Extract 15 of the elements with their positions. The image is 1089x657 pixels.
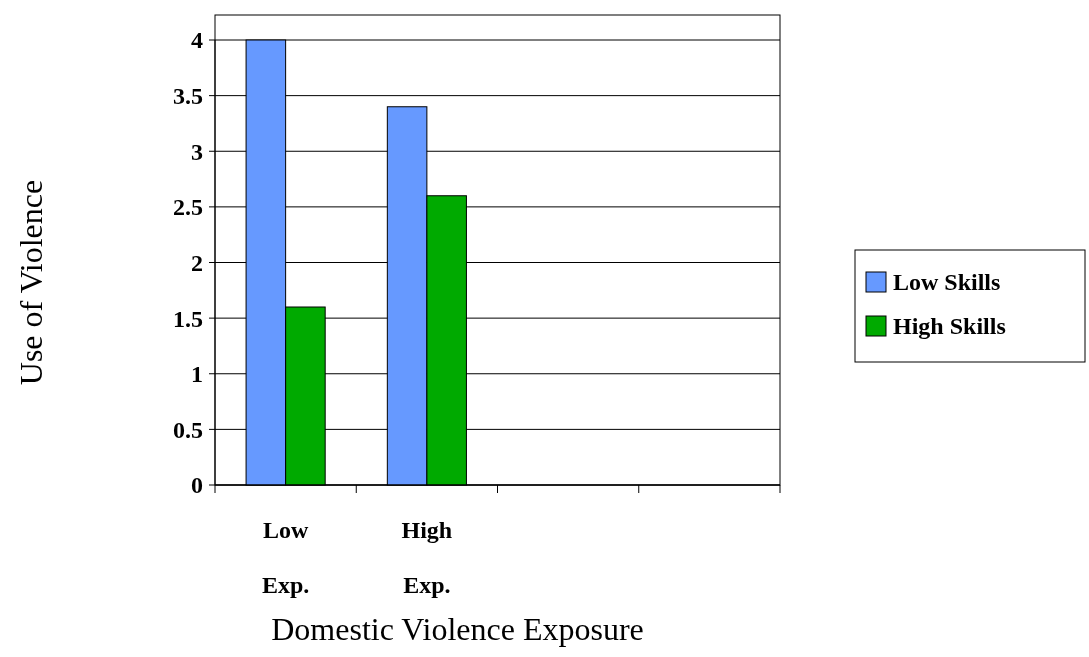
y-tick-label: 4 bbox=[191, 27, 203, 54]
legend-label: Low Skills bbox=[893, 269, 1001, 296]
x-axis-title: Domestic Violence Exposure bbox=[271, 611, 644, 647]
y-tick-label: 0.5 bbox=[173, 416, 203, 443]
legend-label: High Skills bbox=[893, 313, 1006, 340]
category-label: Low Exp. bbox=[261, 517, 310, 598]
y-axis-title: Use of Violence bbox=[13, 179, 49, 386]
y-tick-label: 3 bbox=[191, 138, 203, 165]
y-tick-label: 2 bbox=[191, 249, 203, 276]
y-tick-label: 1.5 bbox=[173, 305, 203, 332]
y-tick-label: 3.5 bbox=[173, 83, 203, 110]
category-label: High Exp. bbox=[401, 517, 453, 598]
y-tick-label: 1 bbox=[191, 361, 203, 388]
y-tick-label: 0 bbox=[191, 472, 203, 499]
y-tick-label: 2.5 bbox=[173, 194, 203, 221]
